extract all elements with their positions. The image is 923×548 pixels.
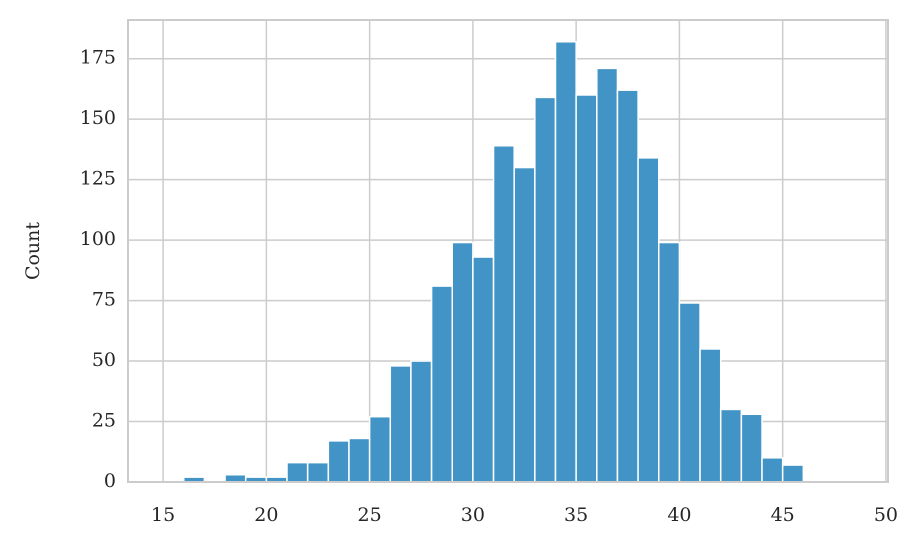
y-tick-label: 50 <box>92 349 116 371</box>
bar <box>575 94 598 483</box>
x-tick-label: 25 <box>358 504 382 526</box>
y-tick-label: 175 <box>80 47 116 69</box>
bar <box>761 457 784 483</box>
y-tick-label: 0 <box>104 470 116 492</box>
bar <box>224 473 247 483</box>
y-tick-label: 100 <box>80 228 116 250</box>
x-tick-label: 15 <box>151 504 175 526</box>
bar <box>513 166 536 483</box>
y-tick-label: 25 <box>92 410 116 432</box>
x-tick-label: 50 <box>874 504 898 526</box>
bar <box>637 157 660 483</box>
bar <box>616 89 639 483</box>
bar <box>368 415 392 483</box>
bar <box>306 461 330 483</box>
bar <box>451 241 474 483</box>
bar <box>430 285 453 483</box>
y-tick-label: 150 <box>80 107 116 129</box>
bar <box>492 145 515 483</box>
bar <box>699 348 722 483</box>
x-tick-label: 45 <box>771 504 795 526</box>
bar <box>389 365 412 483</box>
bar <box>472 256 495 483</box>
bar <box>410 360 433 483</box>
bar <box>286 461 309 483</box>
x-tick-label: 40 <box>667 504 691 526</box>
bar <box>327 440 350 483</box>
bar <box>781 464 805 483</box>
bar <box>678 302 701 483</box>
plot-frame <box>127 19 889 483</box>
x-tick-label: 35 <box>564 504 588 526</box>
x-tick-label: 30 <box>461 504 485 526</box>
bar <box>554 41 577 483</box>
y-axis-label: Count <box>22 222 44 280</box>
bar <box>596 67 619 483</box>
y-tick-label: 75 <box>92 289 116 311</box>
bar <box>534 96 557 483</box>
bar <box>740 413 763 483</box>
bar <box>719 408 743 483</box>
bar <box>348 437 371 483</box>
bar <box>658 241 681 483</box>
y-tick-label: 125 <box>80 168 116 190</box>
x-tick-label: 20 <box>254 504 278 526</box>
